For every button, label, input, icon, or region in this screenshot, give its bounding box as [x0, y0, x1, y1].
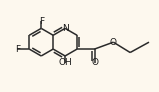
Text: O: O	[91, 58, 98, 67]
Text: O: O	[110, 38, 117, 47]
Text: OH: OH	[58, 58, 72, 67]
Text: N: N	[62, 24, 69, 33]
Text: F: F	[15, 45, 20, 54]
Text: F: F	[39, 17, 44, 26]
